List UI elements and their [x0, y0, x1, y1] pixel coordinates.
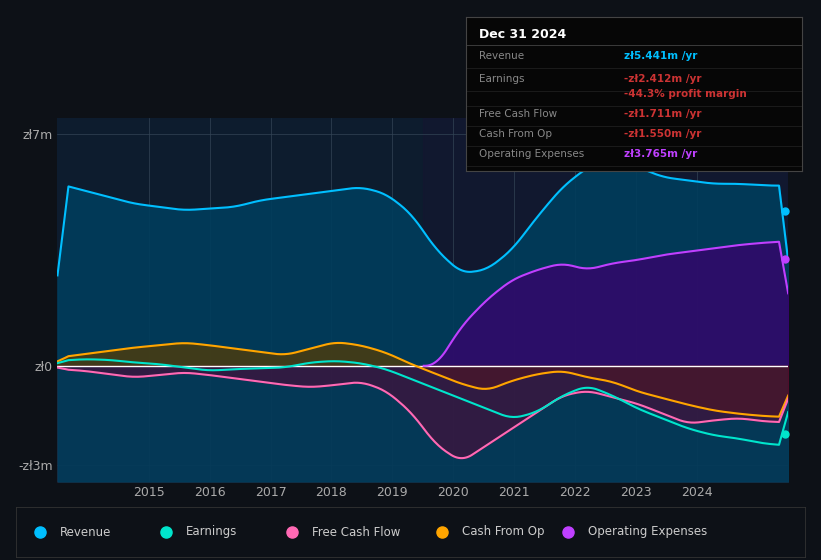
Text: Cash From Op: Cash From Op: [461, 525, 544, 539]
Text: -zł1.711m /yr: -zł1.711m /yr: [624, 109, 701, 119]
Text: zł5.441m /yr: zł5.441m /yr: [624, 51, 697, 60]
Text: Free Cash Flow: Free Cash Flow: [479, 109, 557, 119]
Text: Operating Expenses: Operating Expenses: [588, 525, 707, 539]
Text: zł3.765m /yr: zł3.765m /yr: [624, 150, 697, 159]
Bar: [423, 118, 788, 482]
Text: Earnings: Earnings: [186, 525, 237, 539]
Text: Operating Expenses: Operating Expenses: [479, 150, 585, 159]
Text: -zł2.412m /yr: -zł2.412m /yr: [624, 74, 701, 84]
Text: -zł1.550m /yr: -zł1.550m /yr: [624, 129, 701, 139]
Text: Earnings: Earnings: [479, 74, 525, 84]
Text: Free Cash Flow: Free Cash Flow: [312, 525, 401, 539]
Text: Dec 31 2024: Dec 31 2024: [479, 27, 566, 40]
Text: Revenue: Revenue: [479, 51, 524, 60]
Text: Cash From Op: Cash From Op: [479, 129, 552, 139]
Text: -44.3% profit margin: -44.3% profit margin: [624, 89, 746, 99]
Text: Revenue: Revenue: [60, 525, 111, 539]
